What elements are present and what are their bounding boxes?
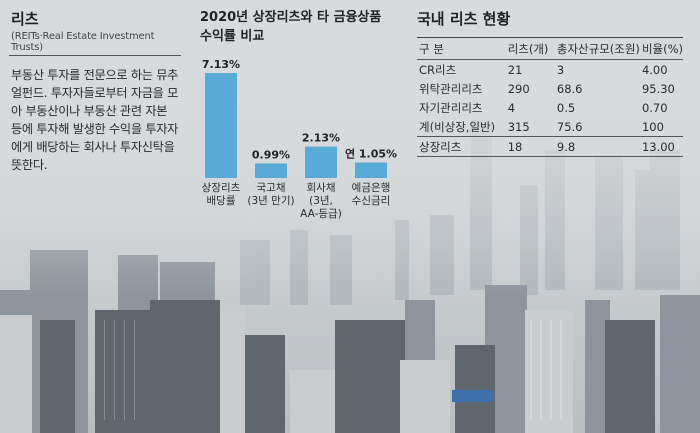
cell-ratio: 100: [641, 120, 664, 134]
header-ratio: 비율(%): [639, 37, 683, 60]
table-header-row: 구 분 리츠(개) 총자산규모(조원) 비율(%): [417, 37, 683, 60]
chart-category-label: 배당률: [207, 195, 236, 207]
reits-subtitle: (REITs·Real Estate Investment Trusts): [9, 31, 181, 56]
table-row: 위탁관리리츠 290 68.6 95.30: [417, 79, 683, 98]
chart-category-label: (3년,: [309, 195, 333, 207]
header-count: 리츠(개): [505, 37, 555, 60]
cell-category: 계(비상장,일반): [419, 120, 496, 134]
chart-bar: [305, 146, 337, 178]
chart-title-line1: 2020년 상장리츠와 타 금융상품: [200, 10, 382, 25]
cell-assets: 68.6: [556, 82, 583, 96]
chart-value-label: 연 1.05%: [345, 147, 397, 161]
cell-category: CR리츠: [419, 63, 457, 77]
reits-title: 리츠: [11, 10, 39, 28]
chart-bar: [355, 162, 387, 178]
cell-category: 상장리츠: [417, 136, 506, 157]
chart-category-label: (3년 만기): [247, 195, 294, 207]
chart-category-label: 회사채: [307, 182, 336, 194]
domestic-reits-status-panel: 국내 리츠 현황 구 분 리츠(개) 총자산규모(조원) 비율(%) CR리츠 …: [417, 8, 695, 157]
cell-ratio: 0.70: [641, 101, 668, 115]
cell-category: 위탁관리리츠: [419, 82, 483, 96]
table-row: CR리츠 21 3 4.00: [417, 60, 683, 80]
table-row: 계(비상장,일반) 315 75.6 100: [417, 117, 683, 137]
cell-assets: 75.6: [556, 120, 583, 134]
cell-count: 18: [505, 136, 555, 157]
chart-title-line2: 수익률 비교: [200, 29, 265, 44]
chart-value-label: 0.99%: [252, 148, 290, 161]
header-assets: 총자산규모(조원): [554, 37, 640, 60]
chart-category-label: 예금은행: [352, 181, 391, 194]
cell-assets: 3: [556, 63, 565, 77]
cell-ratio: 95.30: [641, 82, 675, 96]
reits-definition-panel: 리츠 (REITs·Real Estate Investment Trusts)…: [9, 8, 181, 174]
table-row-total-listed: 상장리츠 18 9.8 13.00: [417, 136, 683, 157]
chart-bar: [255, 163, 287, 178]
chart-category-label: 수신금리: [352, 195, 391, 207]
table-row: 자기관리리츠 4 0.5 0.70: [417, 98, 683, 117]
cell-assets: 9.8: [554, 136, 640, 157]
chart-bar: [205, 73, 237, 178]
reits-status-table: 구 분 리츠(개) 총자산규모(조원) 비율(%) CR리츠 21 3 4.00…: [417, 37, 683, 157]
chart-category-label: AA-등급): [300, 208, 342, 220]
chart-category-label: 국고채: [257, 182, 286, 194]
chart-category-label: 상장리츠: [202, 182, 241, 194]
reits-description: 부동산 투자를 전문으로 하는 뮤추얼펀드. 투자자들로부터 자금을 모아 부동…: [11, 68, 179, 172]
table-title: 국내 리츠 현황: [417, 10, 511, 28]
cell-count: 21: [507, 63, 523, 77]
yield-comparison-chart: 2020년 상장리츠와 타 금융상품 수익률 비교 7.13% 상장리츠 배당률 0.…: [200, 8, 400, 228]
cell-count: 290: [507, 82, 530, 96]
cell-category: 자기관리리츠: [419, 101, 483, 115]
header-category: 구 분: [417, 37, 506, 60]
cell-count: 315: [507, 120, 530, 134]
cell-ratio: 4.00: [641, 63, 668, 77]
chart-value-label: 7.13%: [202, 58, 240, 71]
cell-ratio: 13.00: [639, 136, 683, 157]
chart-value-label: 2.13%: [302, 132, 340, 145]
cell-assets: 0.5: [556, 101, 576, 115]
cell-count: 4: [507, 101, 516, 115]
